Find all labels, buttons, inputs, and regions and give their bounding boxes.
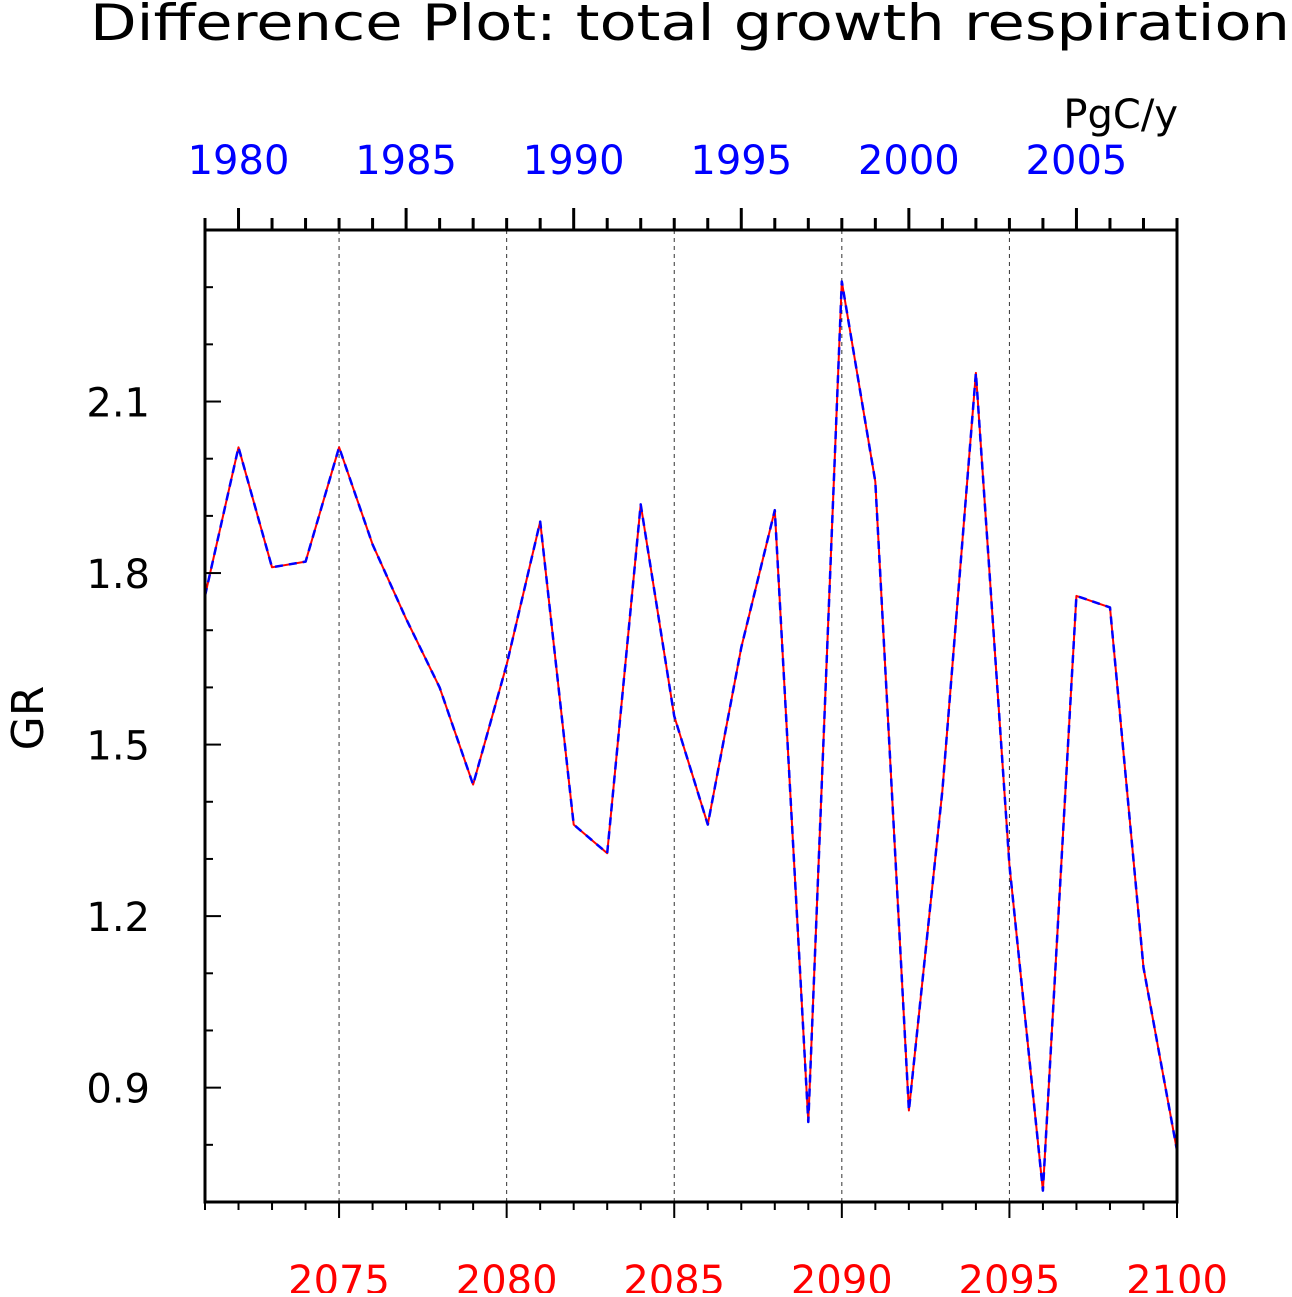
y-tick-label: 1.2	[86, 895, 150, 941]
bottom-tick-label: 2085	[623, 1258, 725, 1293]
bottom-tick-label: 2100	[1126, 1258, 1228, 1293]
series-lines	[203, 280, 1179, 1192]
plot-frame	[203, 228, 1179, 1204]
bottom-tick-label: 2095	[959, 1258, 1061, 1293]
top-tick-label: 2005	[1026, 138, 1128, 184]
series-line-1	[204, 280, 1178, 1192]
bottom-tick-label: 2090	[791, 1258, 893, 1293]
bottom-axis-ticks: 2075 2080 2085 2090 2095 2100	[204, 1202, 1228, 1297]
y-axis-label: GR	[3, 686, 54, 751]
top-tick-label: 1990	[523, 138, 625, 184]
top-tick-label: 1995	[690, 138, 792, 184]
units-label: PgC/y	[1063, 92, 1178, 138]
bottom-tick-label: 2075	[288, 1258, 390, 1293]
bottom-tick-label: 2080	[456, 1258, 558, 1293]
top-tick-label: 2000	[858, 138, 960, 184]
y-axis-ticks: 0.9 1.2 1.5 1.8 2.1	[86, 286, 221, 1146]
chart-title: Difference Plot: total growth respiratio…	[90, 0, 1290, 52]
y-tick-label: 1.8	[86, 552, 150, 598]
y-tick-label: 0.9	[86, 1067, 150, 1113]
top-axis-ticks: 1980 1985 1990 1995 2000 2005	[188, 138, 1179, 230]
top-tick-label: 1980	[188, 138, 290, 184]
grid-lines	[338, 230, 1010, 1202]
top-tick-label: 1985	[355, 138, 457, 184]
series-line-2	[203, 280, 1179, 1192]
y-tick-label: 2.1	[86, 381, 150, 427]
axes	[203, 228, 1179, 1204]
y-tick-label: 1.5	[86, 724, 150, 770]
